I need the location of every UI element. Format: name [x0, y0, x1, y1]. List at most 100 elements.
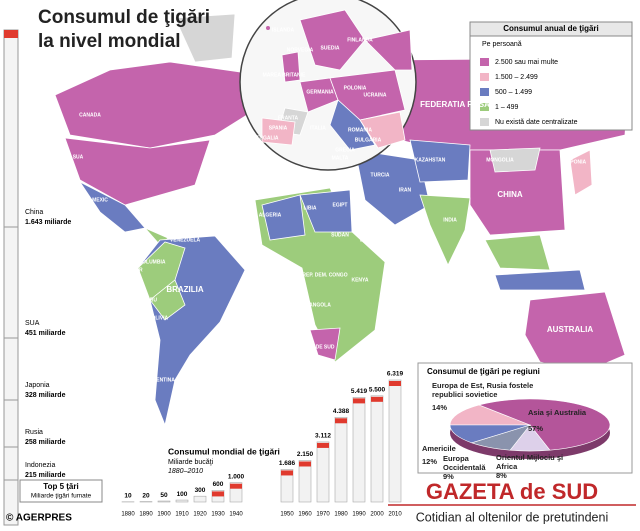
region	[299, 9, 366, 71]
pie-label: Americile	[422, 444, 456, 453]
region	[137, 241, 186, 301]
map-label: CHILE	[141, 362, 157, 368]
x-tick-label: 1990	[352, 512, 366, 518]
bar-band	[281, 470, 293, 476]
top5-box	[19, 479, 103, 503]
bar-band	[335, 418, 347, 424]
pie-label: Europa Occidentală	[443, 454, 486, 472]
region	[329, 99, 376, 151]
map-label: NORVEGIA	[287, 47, 314, 53]
region	[281, 51, 301, 83]
map-label: CHINA	[497, 190, 523, 199]
top5-value: 215 miliarde	[25, 472, 66, 479]
chart-subtitle: Miliarde bucăţi	[168, 459, 214, 466]
map-label: ROMANIA	[348, 127, 372, 133]
pie-value: 12%	[422, 457, 438, 466]
map-label: MONGOLIA	[486, 157, 514, 163]
legend-label: Nu există date centralizate	[495, 119, 578, 126]
value-label: 2.150	[297, 451, 314, 458]
pie-value: 8%	[496, 471, 507, 480]
map-label: MEXIC	[92, 197, 108, 203]
map-label: REP. DEM. CONGO	[302, 272, 347, 278]
map-label: GERMANIA	[306, 89, 334, 95]
brand: GAZETA de SUD	[426, 479, 598, 504]
value-label: 300	[195, 487, 206, 494]
tagline: Cotidian al oltenilor de pretutindeni	[416, 510, 609, 524]
region	[174, 13, 236, 63]
map-label: KENYA	[351, 277, 368, 283]
pie-slice	[478, 398, 611, 451]
legend-label: 500 – 1.499	[495, 89, 532, 96]
bar	[175, 499, 189, 503]
bar	[370, 395, 384, 503]
bar	[388, 379, 402, 503]
map-label: MAREA BRITANIE	[263, 72, 306, 78]
pie-value: 14%	[432, 403, 448, 412]
map-label: ITALIA	[310, 125, 326, 131]
legend-label: 1.500 – 2.499	[495, 74, 538, 81]
map-label: EGIPT	[332, 202, 347, 208]
bar	[316, 441, 330, 503]
region	[354, 149, 431, 226]
legend-swatch	[480, 73, 489, 81]
x-tick-label: 1920	[193, 512, 207, 518]
map-label: UCRAINA	[363, 92, 386, 98]
pie-label: Europa de Est, Rusia fostele republici s…	[432, 381, 534, 399]
x-tick-label: 1970	[316, 512, 330, 518]
map-label: ALGERIA	[259, 212, 282, 218]
pie-slice	[449, 424, 531, 444]
bar-band	[317, 442, 329, 448]
pie-label: Orientul Mijlociu şi Africa	[496, 453, 564, 471]
bar	[352, 397, 366, 503]
x-tick-label: 1960	[298, 512, 312, 518]
map-label: LIBIA	[303, 205, 316, 211]
region	[469, 149, 566, 236]
map-label: ECUADOR	[117, 267, 143, 273]
x-tick-label: 1880	[121, 512, 135, 518]
x-tick-label: 2000	[370, 512, 384, 518]
credit: © AGERPRES	[6, 513, 72, 524]
chart-period: 1880–2010	[168, 468, 203, 475]
region	[54, 61, 256, 149]
region	[261, 194, 306, 241]
bar-band	[353, 398, 365, 404]
x-tick-label: 1980	[334, 512, 348, 518]
value-label: 50	[160, 492, 168, 499]
map-label: ARGENTINA	[145, 377, 175, 383]
map-label: FINLANDA	[347, 37, 373, 43]
top5-value: 1.643 miliarde	[25, 219, 71, 226]
map-label: MALTA	[332, 155, 349, 161]
region	[149, 279, 186, 321]
region	[494, 269, 586, 291]
bar	[298, 460, 312, 503]
region	[484, 234, 551, 271]
value-label: 20	[142, 492, 150, 499]
map-label: CUBA	[143, 219, 158, 225]
value-label: 6.319	[387, 371, 404, 378]
map-label: SPANIA	[269, 125, 288, 131]
value-label: 1.686	[279, 460, 296, 467]
map-label: COLUMBIA	[139, 259, 166, 265]
legend-label: 2.500 sau mai multe	[495, 59, 558, 66]
legend-swatch	[480, 88, 489, 96]
map-label: POLONIA	[344, 85, 367, 91]
map-label: TURCIA	[371, 172, 390, 178]
value-label: 5.500	[369, 387, 386, 394]
map-label: ANGOLA	[309, 302, 331, 308]
map-label: FEDERATIA RUSA	[420, 100, 490, 109]
map-label: JAPONIA	[564, 159, 587, 165]
map-label: SUEDIA	[321, 45, 340, 51]
legend-swatch	[480, 58, 489, 66]
map-label: AFRICA DE SUD	[296, 344, 335, 350]
region	[309, 327, 341, 361]
legend-title: Consumul anual de ţigări	[503, 24, 599, 33]
bar-band	[299, 461, 311, 467]
map-label: PERU	[143, 297, 157, 303]
top5-column	[3, 29, 19, 526]
map-label: BOLIVIA	[148, 315, 169, 321]
x-tick-label: 1910	[175, 512, 189, 518]
map-label: FRANTA	[278, 115, 299, 121]
legend-subtitle: Pe persoană	[482, 41, 522, 48]
